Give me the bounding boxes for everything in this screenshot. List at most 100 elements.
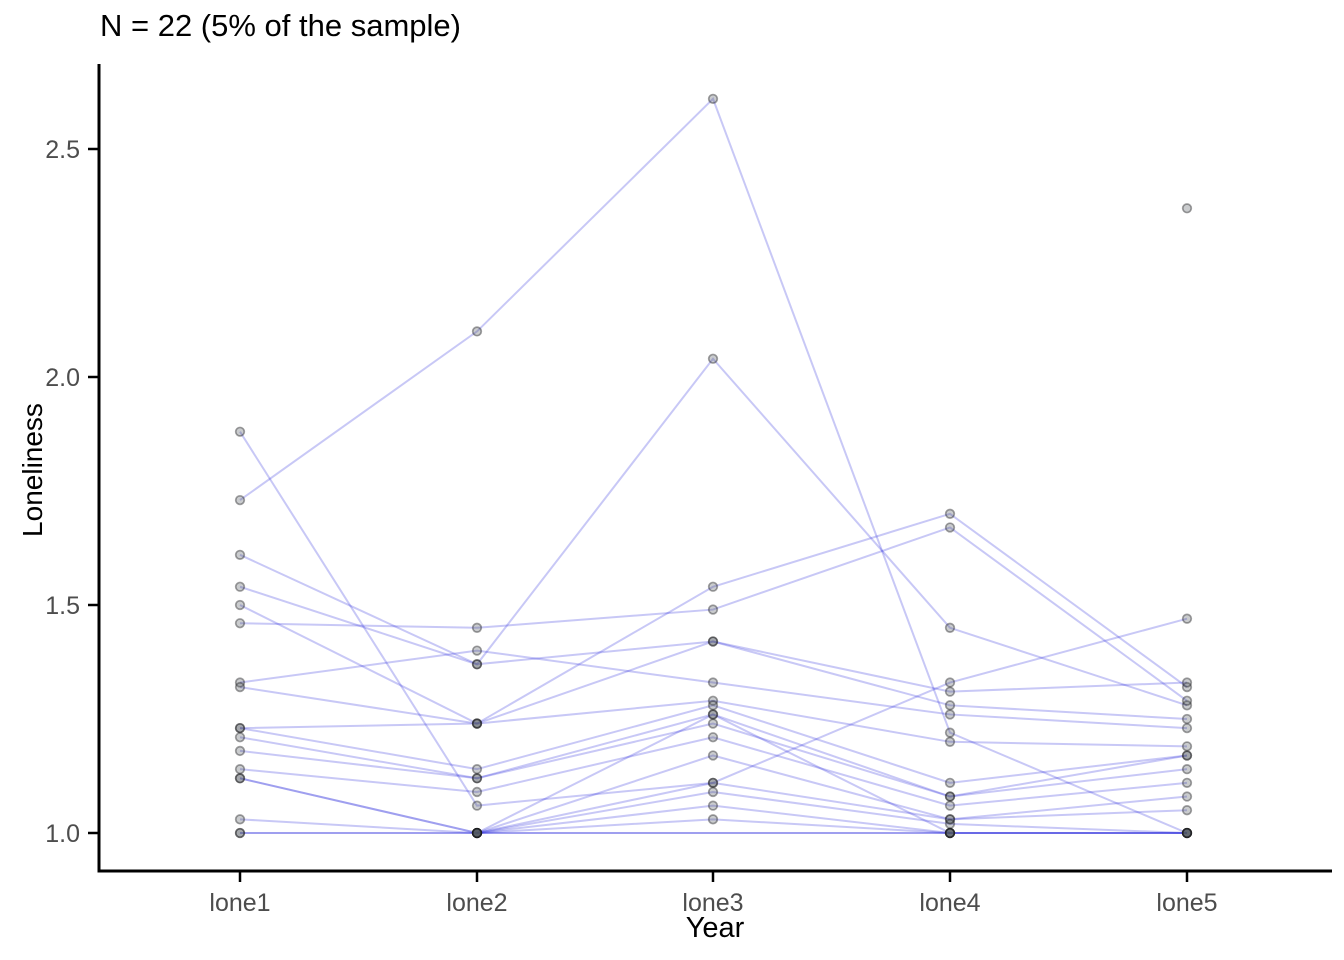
- data-point: [234, 618, 246, 629]
- data-point: [944, 827, 956, 839]
- data-point: [1181, 827, 1193, 839]
- data-point: [471, 622, 483, 633]
- data-point: [707, 695, 719, 706]
- data-point: [234, 773, 246, 784]
- data-point: [944, 791, 956, 802]
- data-point: [1181, 203, 1193, 214]
- data-point: [471, 773, 483, 784]
- x-axis-title: Year: [685, 912, 745, 944]
- data-point: [707, 800, 719, 811]
- data-point: [707, 677, 719, 688]
- trajectory-line: [239, 357, 1188, 707]
- data-point: [1181, 827, 1193, 839]
- data-point: [234, 681, 246, 693]
- data-point: [1181, 805, 1193, 816]
- data-point: [471, 827, 483, 839]
- data-point: [707, 718, 719, 729]
- data-point: [707, 353, 719, 364]
- trajectory-line: [239, 526, 1188, 702]
- trajectory-line: [239, 722, 1188, 798]
- trajectory-line: [240, 804, 1187, 834]
- data-point: [471, 827, 483, 839]
- data-point: [944, 827, 956, 839]
- data-point: [1181, 750, 1193, 761]
- data-point: [707, 732, 719, 743]
- data-point: [471, 326, 483, 337]
- data-point: [1181, 827, 1193, 839]
- trajectory-line: [239, 704, 1188, 784]
- y-tick-label: 2.0: [45, 364, 80, 392]
- data-point: [707, 700, 719, 711]
- data-point: [707, 777, 719, 788]
- data-point: [234, 677, 246, 688]
- data-point: [1181, 827, 1193, 839]
- data-point: [707, 709, 719, 720]
- data-point: [471, 659, 483, 670]
- data-point: [471, 827, 483, 839]
- trajectory-line: [239, 713, 1188, 798]
- data-point: [944, 622, 956, 633]
- trajectory-line: [239, 553, 1188, 693]
- x-tick-label: lone2: [446, 889, 507, 917]
- data-point: [471, 718, 483, 729]
- data-point: [944, 686, 956, 697]
- data-point: [707, 636, 719, 647]
- trajectory-line: [239, 754, 1188, 835]
- data-point: [944, 677, 956, 688]
- data-point: [944, 814, 956, 825]
- x-tick-label: lone3: [682, 889, 743, 917]
- data-point: [707, 93, 719, 104]
- chart-title: N = 22 (5% of the sample): [100, 8, 461, 43]
- data-point: [1181, 764, 1193, 775]
- data-point: [707, 636, 719, 647]
- data-point: [471, 645, 483, 656]
- trajectory-line: [240, 818, 1187, 834]
- data-point: [1181, 713, 1193, 725]
- data-point: [944, 827, 956, 839]
- data-point: [1181, 791, 1193, 802]
- trajectory-line: [239, 512, 1188, 730]
- data-point: [1181, 700, 1193, 711]
- trajectory-line: [239, 97, 1188, 834]
- data-point: [707, 581, 719, 592]
- data-point: [471, 764, 483, 775]
- data-point: [1181, 827, 1193, 839]
- y-tick-label: 1.5: [45, 592, 80, 620]
- data-point: [471, 786, 483, 798]
- data-point: [944, 827, 956, 839]
- data-point: [471, 827, 483, 839]
- data-point: [944, 700, 956, 711]
- data-point: [471, 773, 483, 784]
- trajectory-line: [239, 777, 1188, 835]
- trajectory-line: [239, 604, 1188, 725]
- x-tick-label: lone4: [919, 889, 980, 917]
- data-point: [471, 827, 483, 839]
- data-point: [944, 827, 956, 839]
- trajectory-line: [239, 736, 1188, 807]
- y-tick-label: 2.5: [45, 136, 80, 164]
- data-point: [234, 599, 246, 611]
- data-point: [1181, 741, 1193, 752]
- trajectory-line: [239, 649, 1188, 730]
- data-point: [471, 718, 483, 729]
- y-axis-title: Loneliness: [17, 403, 48, 537]
- data-point: [1181, 695, 1193, 706]
- data-point: [471, 827, 483, 839]
- data-point: [234, 827, 246, 839]
- data-point: [1181, 681, 1193, 693]
- trajectory-line: [239, 686, 1188, 748]
- data-point: [234, 814, 246, 825]
- data-point: [707, 814, 719, 825]
- data-point: [234, 773, 246, 784]
- data-point: [1181, 722, 1193, 734]
- trajectory-line: [239, 431, 1188, 807]
- data-point: [707, 604, 719, 615]
- data-point: [234, 549, 246, 560]
- data-point: [234, 426, 246, 437]
- data-point: [944, 818, 956, 830]
- data-point: [234, 581, 246, 592]
- data-point: [471, 800, 483, 811]
- data-point: [707, 709, 719, 720]
